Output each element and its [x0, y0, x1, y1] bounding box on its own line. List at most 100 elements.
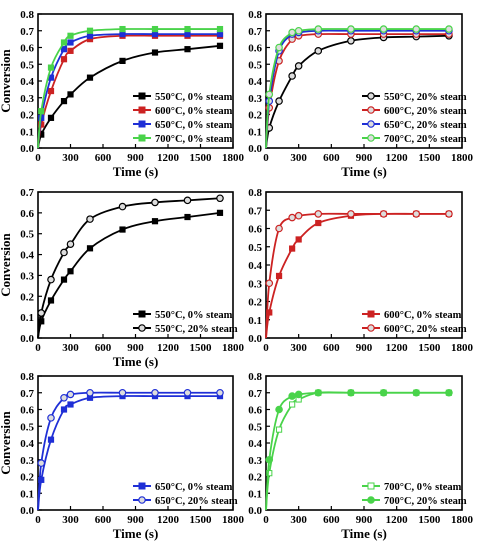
data-point — [37, 459, 46, 467]
data-point — [347, 36, 355, 45]
data-point — [347, 25, 355, 33]
x-tick-label: 1500 — [418, 514, 441, 526]
series-line — [37, 197, 221, 339]
x-tick-label: 0 — [263, 342, 269, 354]
x-tick-label: 900 — [356, 514, 373, 526]
data-point — [86, 27, 94, 34]
legend-label: 600°C, 0% steam — [384, 310, 462, 321]
data-point — [60, 406, 68, 413]
data-point — [314, 210, 323, 218]
data-point — [60, 98, 68, 105]
y-tick-label: 0.7 — [20, 187, 34, 199]
data-point — [86, 32, 94, 39]
data-point — [47, 297, 55, 304]
x-tick-label: 0 — [35, 514, 41, 526]
data-point — [289, 401, 296, 408]
data-point — [151, 388, 159, 397]
x-tick-label: 1800 — [451, 152, 474, 164]
data-point — [314, 25, 323, 33]
data-point — [412, 25, 421, 33]
data-point — [295, 236, 302, 243]
data-point — [275, 43, 283, 52]
data-point — [151, 49, 159, 56]
data-point — [119, 57, 126, 64]
legend-label: 650°C, 20% steam — [384, 120, 467, 131]
legend-marker — [367, 106, 375, 114]
y-tick-label: 0.1 — [248, 315, 262, 327]
data-point — [118, 202, 127, 211]
x-tick-label: 300 — [62, 342, 79, 354]
y-tick-label: 0.7 — [248, 388, 262, 400]
x-tick-label: 0 — [35, 342, 41, 354]
data-point — [288, 392, 296, 400]
legend-label: 550°C, 0% steam — [155, 310, 233, 321]
y-tick-label: 0.1 — [248, 488, 262, 500]
data-point — [275, 224, 283, 233]
y-tick-label: 0.4 — [20, 250, 34, 262]
legend-marker — [138, 482, 146, 490]
x-tick-label: 300 — [62, 152, 79, 164]
data-point — [289, 245, 296, 252]
y-tick-label: 0.6 — [20, 405, 34, 417]
data-point — [315, 219, 322, 227]
x-tick-label: 1800 — [222, 152, 245, 164]
chart-panel-1: 0.0 0.1 0.2 0.3 0.4 0.5 0.6 0.7 0.8 0 300 600 900 120… — [0, 9, 245, 179]
data-point — [445, 25, 453, 33]
x-tick-label: 600 — [95, 514, 112, 526]
x-tick-label: 600 — [323, 342, 340, 354]
series-line — [37, 33, 220, 149]
y-tick-label: 0.0 — [20, 505, 34, 517]
x-tick-label: 900 — [356, 342, 373, 354]
x-tick-label: 300 — [290, 514, 307, 526]
y-tick-label: 0.0 — [248, 505, 262, 517]
y-axis-label: Conversion — [0, 232, 13, 296]
legend-label: 600°C, 20% steam — [384, 106, 467, 117]
x-tick-label: 1500 — [418, 152, 441, 164]
x-axis-label: Time (s) — [341, 164, 387, 179]
data-point — [288, 213, 296, 222]
data-point — [412, 388, 421, 397]
data-point — [265, 455, 274, 464]
data-point — [119, 25, 126, 33]
legend-label: 650°C, 20% steam — [155, 496, 238, 507]
legend-label: 550°C, 0% steam — [155, 92, 233, 103]
x-tick-label: 1800 — [451, 514, 474, 526]
y-tick-label: 0.2 — [20, 110, 34, 122]
data-point — [67, 91, 74, 98]
y-tick-label: 0.4 — [20, 438, 34, 450]
x-tick-label: 1500 — [190, 152, 213, 164]
y-tick-label: 0.2 — [248, 297, 262, 309]
legend-marker — [367, 120, 375, 128]
data-point — [275, 97, 283, 105]
legend-label: 550°C, 20% steam — [384, 92, 467, 103]
x-tick-label: 1200 — [386, 342, 409, 354]
legend-marker — [138, 324, 146, 332]
x-tick-label: 1500 — [190, 514, 213, 526]
data-point — [151, 198, 159, 207]
series-line — [265, 212, 449, 339]
data-point — [86, 245, 94, 252]
data-point — [119, 226, 126, 233]
y-tick-label: 0.1 — [20, 126, 34, 138]
x-tick-label: 1200 — [157, 342, 180, 354]
data-point — [379, 25, 388, 33]
y-tick-label: 0.2 — [20, 291, 34, 303]
data-point — [118, 388, 127, 397]
data-point — [66, 240, 75, 248]
x-tick-label: 900 — [356, 152, 373, 164]
x-tick-label: 1200 — [386, 514, 409, 526]
data-point — [151, 218, 159, 225]
series-line — [37, 391, 220, 511]
y-tick-label: 0.1 — [20, 312, 34, 324]
data-point — [265, 279, 274, 288]
legend-marker — [367, 134, 375, 142]
legend-marker — [138, 496, 146, 504]
data-point — [266, 470, 273, 477]
legend-label: 550°C, 20% steam — [155, 324, 238, 335]
legend-label: 650°C, 0% steam — [155, 482, 233, 493]
y-tick-label: 0.2 — [248, 110, 262, 122]
data-point — [47, 114, 55, 121]
legend-label: 700°C, 20% steam — [384, 134, 467, 145]
y-tick-label: 0.0 — [248, 143, 262, 155]
series-line — [265, 29, 449, 149]
